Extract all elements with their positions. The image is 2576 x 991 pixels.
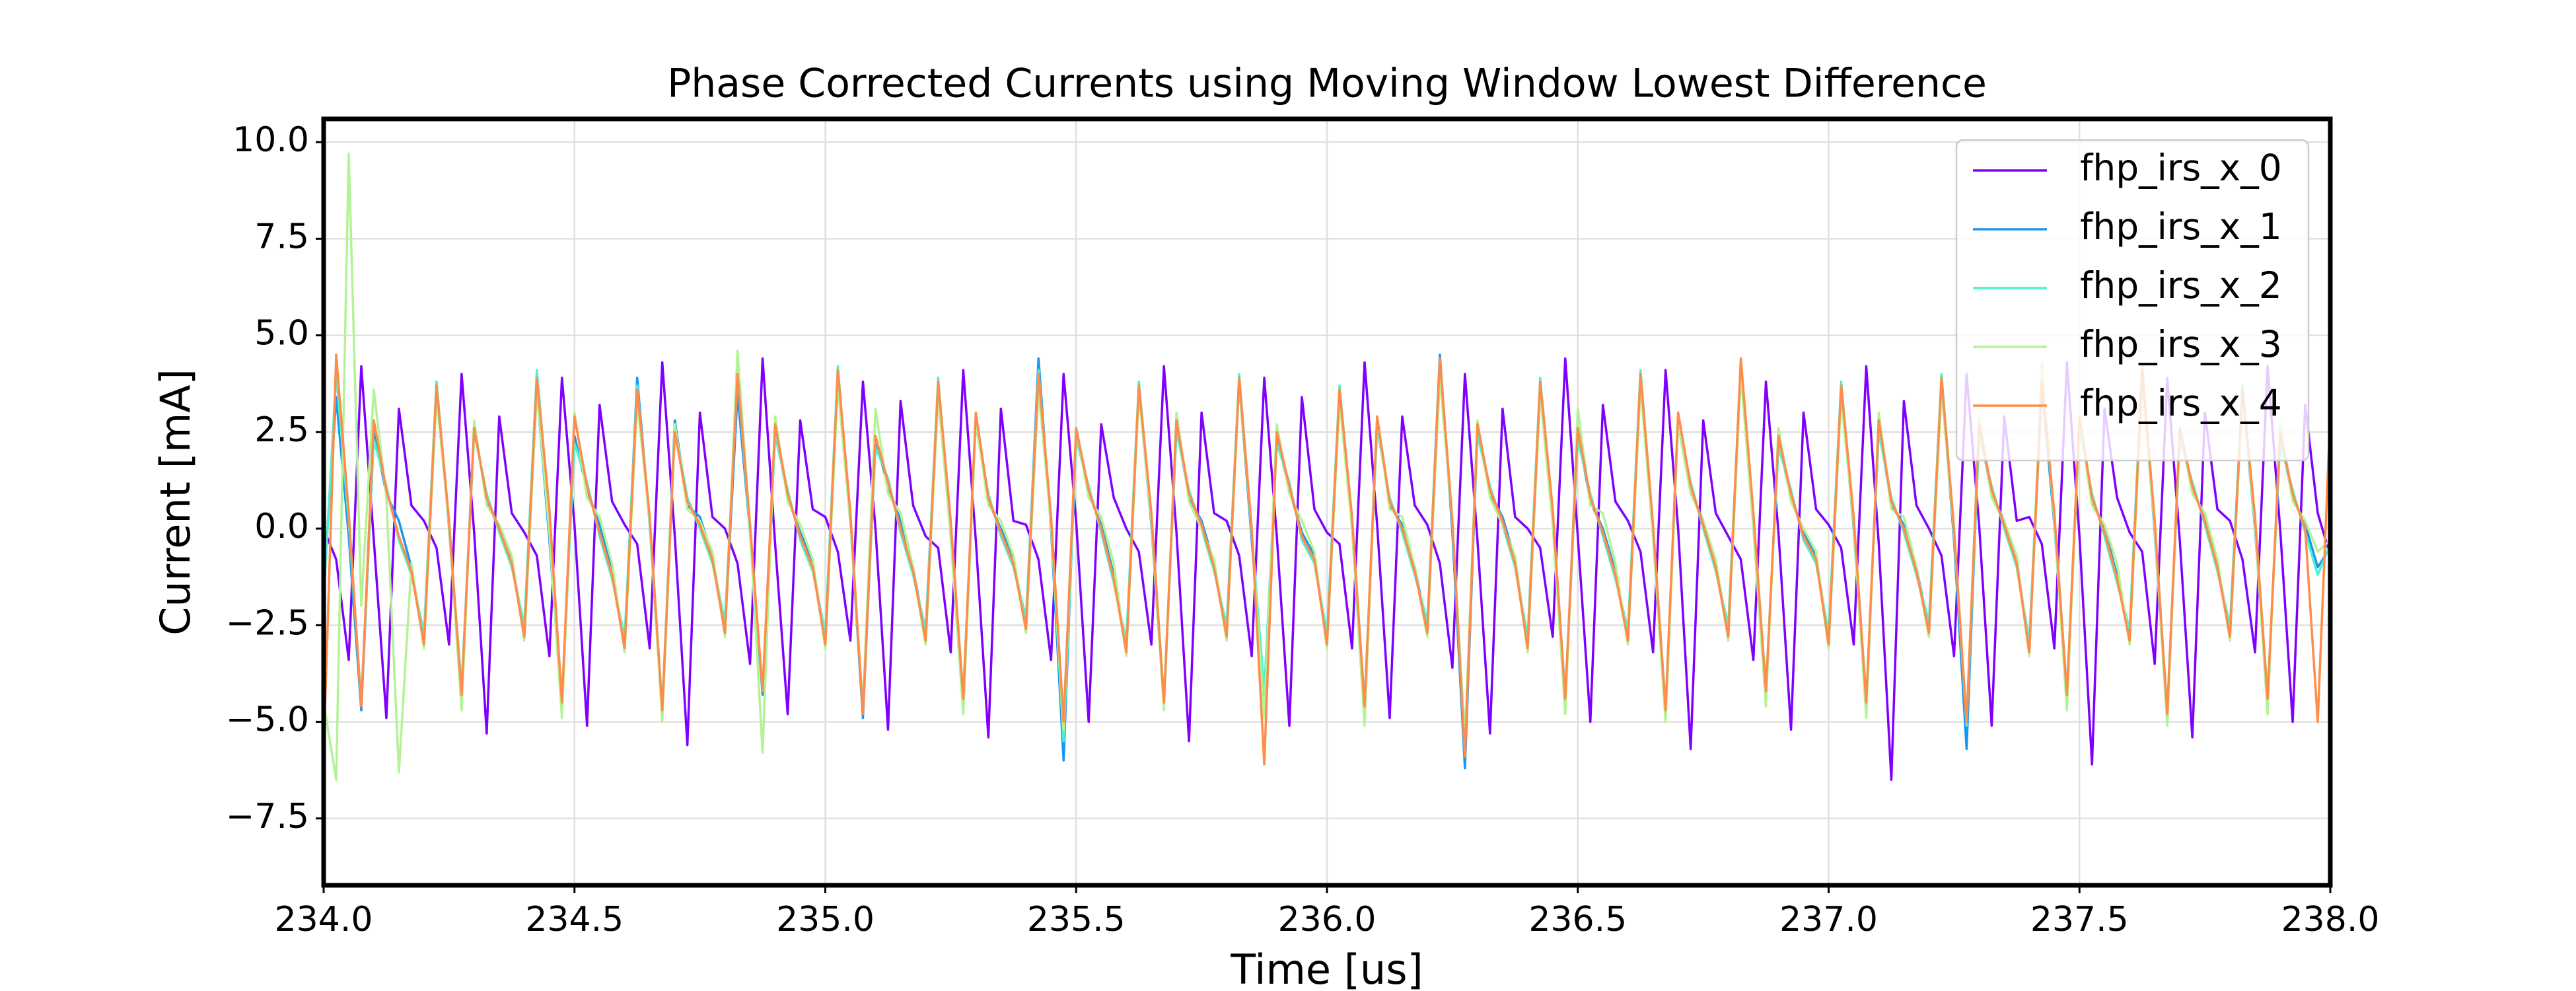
y-tick-label: 10.0 xyxy=(233,120,309,160)
x-tick-label: 234.0 xyxy=(275,900,373,939)
y-tick-label: 5.0 xyxy=(254,314,309,353)
x-axis-label: Time [us] xyxy=(1230,945,1423,991)
legend-label: fhp_irs_x_3 xyxy=(2080,323,2282,365)
data-line xyxy=(324,357,2330,782)
y-tick-label: −2.5 xyxy=(226,603,309,643)
y-axis-label: Current [mA] xyxy=(151,369,199,636)
y-tick-label: 0.0 xyxy=(254,507,309,546)
data-line xyxy=(324,353,2330,766)
chart-title: Phase Corrected Currents using Moving Wi… xyxy=(667,61,1987,107)
legend: fhp_irs_x_0 fhp_irs_x_1 fhp_irs_x_2 fhp_irs… xyxy=(1955,139,2310,462)
x-tick-label: 238.0 xyxy=(2281,900,2380,939)
x-tick-label: 236.5 xyxy=(1528,900,1627,939)
y-tick-label: −7.5 xyxy=(226,797,309,836)
legend-box xyxy=(1955,139,2310,462)
x-tick-label: 237.5 xyxy=(2030,900,2129,939)
legend-label: fhp_irs_x_2 xyxy=(2080,264,2282,307)
x-tick-label: 235.5 xyxy=(1027,900,1126,939)
legend-label: fhp_irs_x_1 xyxy=(2080,205,2282,248)
y-tick-label: 2.5 xyxy=(254,410,309,450)
legend-label: fhp_irs_x_4 xyxy=(2080,382,2282,424)
y-tick-label: −5.0 xyxy=(226,700,309,740)
legend-label: fhp_irs_x_0 xyxy=(2080,147,2282,189)
ticks: −7.5 −5.0 −2.5 0.0 2.5 5.0 7.5 10.0 234.0 234.5 23… xyxy=(226,120,2380,939)
y-tick-label: 7.5 xyxy=(254,217,309,256)
x-tick-label: 235.0 xyxy=(776,900,875,939)
plot-area xyxy=(324,152,2330,782)
x-tick-label: 234.5 xyxy=(525,900,624,939)
x-tick-label: 237.0 xyxy=(1779,900,1878,939)
x-tick-label: 236.0 xyxy=(1278,900,1377,939)
